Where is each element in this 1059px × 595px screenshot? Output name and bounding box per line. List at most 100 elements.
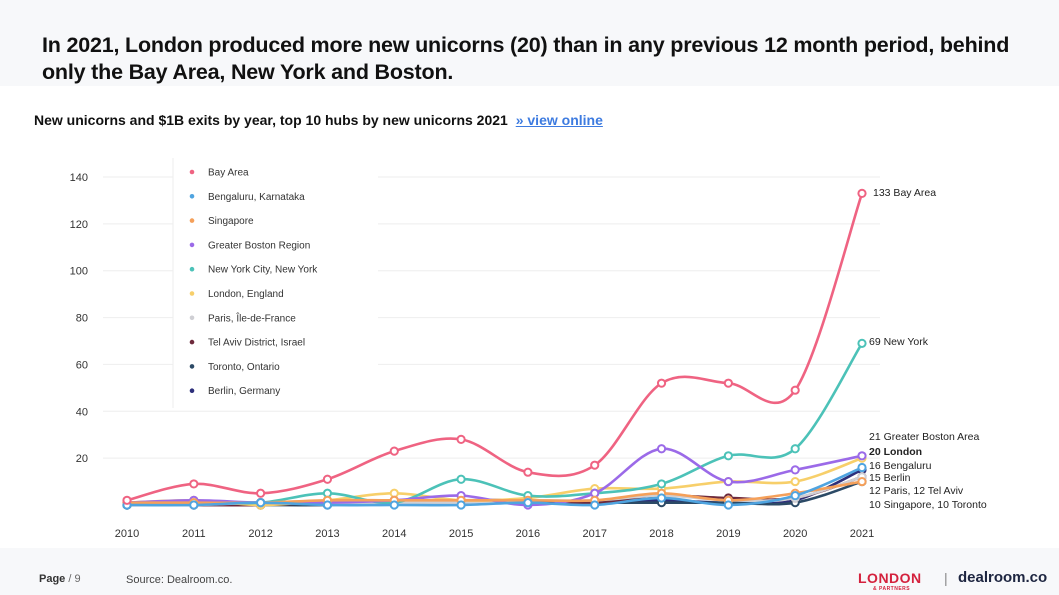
data-point[interactable] <box>523 498 533 508</box>
data-point[interactable] <box>189 479 199 489</box>
legend-swatch <box>189 194 195 199</box>
legend-item[interactable]: New York City, New York <box>189 265 319 276</box>
legend-swatch <box>189 388 195 394</box>
data-point[interactable] <box>723 378 733 388</box>
end-labels: 133 Bay Area 69 New York 21 Greater Boston… <box>869 187 987 511</box>
data-point[interactable] <box>256 498 266 508</box>
end-label: 15 Berlin <box>869 472 911 484</box>
data-point[interactable] <box>723 500 733 510</box>
legend-swatch <box>189 291 195 296</box>
data-point[interactable] <box>456 474 466 484</box>
dealroom-logo: dealroom.co <box>958 569 1048 586</box>
logo-separator: | <box>944 570 948 586</box>
data-point[interactable] <box>189 500 199 510</box>
end-label: 16 Bengaluru <box>869 460 932 472</box>
series-lines <box>122 188 867 510</box>
data-point[interactable] <box>790 476 800 487</box>
source-note: Source: Dealroom.co. <box>126 574 233 586</box>
end-label: 20 London <box>869 446 922 458</box>
legend-label: Paris, Île-de-France <box>208 311 296 324</box>
series-line <box>125 466 864 507</box>
y-tick-label: 40 <box>76 406 88 418</box>
legend-label: Toronto, Ontario <box>208 362 280 373</box>
x-tick-label: 2021 <box>850 528 874 540</box>
y-axis-ticks: 20 40 60 80 100 120 140 <box>70 172 88 465</box>
x-tick-label: 2013 <box>315 528 339 540</box>
data-point[interactable] <box>389 446 399 456</box>
legend-panel <box>173 155 378 410</box>
data-point[interactable] <box>857 451 867 461</box>
legend-label: Singapore <box>208 216 254 227</box>
series-line <box>125 447 864 507</box>
data-point[interactable] <box>790 491 800 501</box>
legend-label: Tel Aviv District, Israel <box>208 338 305 349</box>
legend-swatch <box>189 315 195 321</box>
data-point[interactable] <box>857 188 867 198</box>
legend-item[interactable]: Greater Boston Region <box>189 240 311 251</box>
data-point[interactable] <box>723 476 733 487</box>
chart-subtitle-text: New unicorns and $1B exits by year, top … <box>34 112 508 128</box>
end-label: 69 New York <box>869 336 929 348</box>
data-point[interactable] <box>790 465 800 475</box>
series-bay-area <box>122 188 867 505</box>
footer <box>0 548 1059 595</box>
data-point[interactable] <box>790 444 800 454</box>
data-point[interactable] <box>523 467 533 477</box>
legend-item[interactable]: Bay Area <box>189 168 249 179</box>
y-tick-label: 100 <box>70 266 88 278</box>
legend-item[interactable]: Bengaluru, Karnataka <box>189 192 305 203</box>
legend-item[interactable]: Singapore <box>189 216 254 227</box>
data-point[interactable] <box>456 500 466 510</box>
legend-swatch <box>189 242 195 248</box>
data-point[interactable] <box>656 493 667 503</box>
data-point[interactable] <box>322 500 333 510</box>
data-point[interactable] <box>790 385 800 395</box>
x-tick-label: 2018 <box>649 528 673 540</box>
legend-item[interactable]: Tel Aviv District, Israel <box>189 338 305 349</box>
data-point[interactable] <box>656 479 667 489</box>
legend-item[interactable]: Paris, Île-de-France <box>189 311 297 324</box>
legend: Bay Area Bengaluru, Karnataka Singapore Gr… <box>189 168 319 397</box>
data-point[interactable] <box>857 476 867 487</box>
end-label: 10 Singapore, 10 Toronto <box>869 499 987 511</box>
data-point[interactable] <box>590 500 600 510</box>
legend-swatch <box>189 169 195 175</box>
view-online-link[interactable]: » view online <box>515 112 603 128</box>
end-label: 12 Paris, 12 Tel Aviv <box>869 485 964 497</box>
legend-item[interactable]: Berlin, Germany <box>189 386 281 397</box>
legend-item[interactable]: London, England <box>189 289 284 300</box>
y-tick-label: 60 <box>76 359 88 371</box>
header-band: In 2021, London produced more new unicor… <box>0 0 1059 86</box>
y-tick-label: 80 <box>76 313 88 325</box>
legend-swatch <box>189 218 195 223</box>
data-point[interactable] <box>122 495 132 505</box>
data-point[interactable] <box>322 474 333 484</box>
x-tick-label: 2017 <box>582 528 606 540</box>
legend-label: Greater Boston Region <box>208 240 310 251</box>
data-point[interactable] <box>456 434 466 444</box>
legend-swatch <box>189 364 195 369</box>
legend-label: London, England <box>208 289 284 300</box>
data-point[interactable] <box>389 500 399 510</box>
chart-subtitle: New unicorns and $1B exits by year, top … <box>34 112 603 128</box>
data-point[interactable] <box>857 462 867 473</box>
x-tick-label: 2011 <box>182 528 206 540</box>
data-point[interactable] <box>656 444 667 454</box>
data-point[interactable] <box>723 451 733 461</box>
data-point[interactable] <box>656 378 667 388</box>
data-point[interactable] <box>256 488 266 498</box>
london-partners-subtext: & PARTNERS <box>873 586 911 592</box>
x-axis-ticks: 2010 2011 2012 2013 2014 2015 2016 2017 2018 2019… <box>115 528 874 540</box>
y-tick-label: 140 <box>70 172 88 184</box>
page-label: Page <box>39 573 66 585</box>
data-point[interactable] <box>857 338 867 348</box>
legend-label: Bay Area <box>208 168 249 179</box>
legend-label: Berlin, Germany <box>208 386 280 397</box>
end-label: 21 Greater Boston Area <box>869 431 979 443</box>
legend-item[interactable]: Toronto, Ontario <box>189 362 280 373</box>
legend-swatch <box>189 266 195 272</box>
x-tick-label: 2010 <box>115 528 139 540</box>
x-tick-label: 2014 <box>382 528 406 540</box>
data-point[interactable] <box>590 460 600 470</box>
x-tick-label: 2015 <box>449 528 473 540</box>
